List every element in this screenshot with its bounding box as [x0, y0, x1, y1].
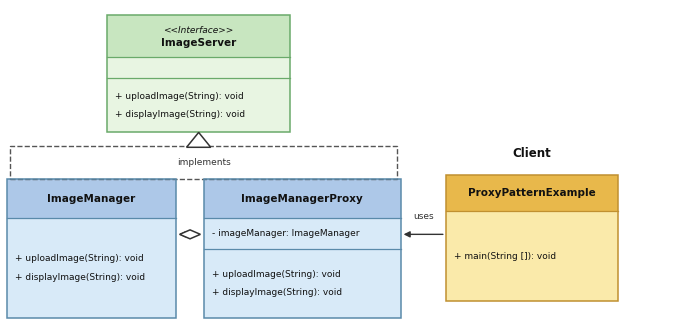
Text: + displayImage(String): void: + displayImage(String): void [115, 110, 245, 119]
Bar [7, 179, 176, 218]
Bar [7, 179, 176, 318]
Text: ImageManager: ImageManager [48, 194, 135, 204]
Bar [204, 179, 401, 318]
Text: <<Interface>>: <<Interface>> [164, 26, 234, 35]
Text: + main(String []): void: + main(String []): void [454, 252, 556, 261]
Bar [204, 179, 401, 318]
Text: + uploadImage(String): void: + uploadImage(String): void [115, 92, 244, 101]
Bar [446, 175, 618, 301]
Text: - imageManager: ImageManager: - imageManager: ImageManager [212, 229, 359, 238]
Text: ImageManagerProxy: ImageManagerProxy [241, 194, 363, 204]
Text: + uploadImage(String): void: + uploadImage(String): void [212, 270, 341, 279]
Text: implements: implements [177, 158, 231, 167]
Bar [107, 15, 290, 132]
Bar [107, 15, 290, 132]
Bar [204, 179, 401, 218]
Polygon shape [180, 230, 200, 239]
Text: ProxyPatternExample: ProxyPatternExample [468, 188, 596, 198]
Text: + uploadImage(String): void: + uploadImage(String): void [15, 255, 144, 263]
Bar [107, 15, 290, 57]
Bar [446, 175, 618, 301]
Text: uses: uses [413, 212, 433, 221]
Bar [7, 179, 176, 318]
Text: + displayImage(String): void: + displayImage(String): void [212, 288, 342, 297]
Bar [10, 146, 397, 179]
Text: ImageServer: ImageServer [161, 38, 236, 48]
Text: + displayImage(String): void: + displayImage(String): void [15, 273, 145, 282]
Polygon shape [187, 132, 211, 147]
Bar [446, 175, 618, 211]
Text: Client: Client [513, 147, 551, 161]
